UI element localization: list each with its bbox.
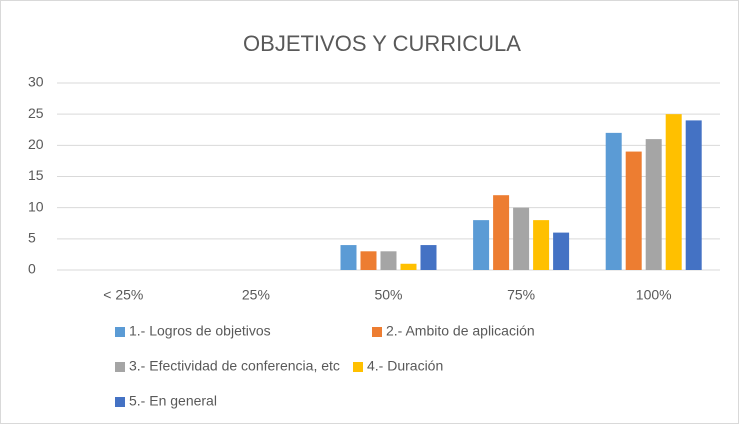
y-tick-label: 5	[28, 230, 36, 246]
bar	[380, 251, 397, 270]
legend-label: 1.- Logros de objetivos	[129, 323, 271, 339]
y-tick-label: 0	[28, 261, 36, 277]
legend-label: 3.- Efectividad de conferencia, etc	[129, 358, 340, 374]
bar	[420, 245, 437, 270]
y-tick-label: 20	[28, 136, 44, 152]
bar	[665, 114, 682, 271]
x-tick-label: < 25%	[103, 287, 143, 303]
y-tick-label: 30	[28, 74, 44, 90]
bar	[625, 151, 642, 270]
x-tick-label: 25%	[242, 287, 270, 303]
y-tick-label: 25	[28, 105, 44, 121]
bar	[605, 132, 622, 270]
bar	[513, 207, 530, 270]
bar	[400, 263, 417, 270]
x-tick-label: 50%	[374, 287, 402, 303]
bar	[553, 232, 570, 270]
legend-swatch	[372, 327, 382, 337]
bar	[360, 251, 377, 270]
chart-title: OBJETIVOS Y CURRICULA	[243, 31, 521, 56]
y-tick-label: 15	[28, 167, 44, 183]
y-tick-label: 10	[28, 198, 44, 214]
bar	[340, 245, 357, 270]
bar	[473, 220, 490, 270]
legend-label: 2.- Ambito de aplicación	[386, 323, 535, 339]
x-tick-label: 75%	[507, 287, 535, 303]
legend-swatch	[115, 327, 125, 337]
legend-swatch	[115, 397, 125, 407]
bar	[685, 120, 702, 271]
bar	[533, 220, 550, 270]
x-tick-label: 100%	[636, 287, 672, 303]
legend-label: 4.- Duración	[367, 358, 443, 374]
legend-swatch	[353, 362, 363, 372]
legend-label: 5.- En general	[129, 393, 217, 409]
bar	[493, 195, 510, 270]
bar	[645, 139, 662, 270]
legend-swatch	[115, 362, 125, 372]
